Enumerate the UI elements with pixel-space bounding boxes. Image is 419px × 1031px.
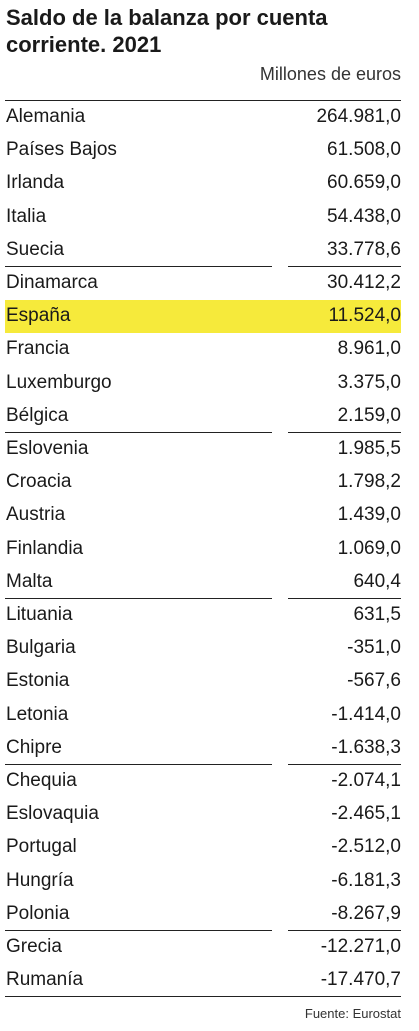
country-name: Alemania (6, 106, 86, 128)
country-name: Dinamarca (6, 272, 98, 294)
country-name: Croacia (6, 471, 72, 493)
table-row: Bulgaria -351,0 (5, 632, 401, 665)
table-row: Irlanda 60.659,0 (5, 167, 401, 200)
balance-value: -1.638,3 (331, 736, 401, 758)
source: Fuente: Eurostat (304, 1006, 401, 1021)
rule (5, 996, 401, 998)
balance-value: 1.069,0 (337, 537, 401, 559)
country-name: Bulgaria (6, 637, 76, 659)
balance-value: 631,5 (353, 604, 401, 626)
table-row: Polonia -8.267,9 (5, 897, 401, 930)
table-row: Alemania 264.981,0 (5, 101, 401, 134)
table-row: Eslovenia 1.985,5 (5, 433, 401, 466)
table-row: Francia 8.961,0 (5, 333, 401, 366)
balance-value: 8.961,0 (337, 338, 401, 360)
balance-value: 61.508,0 (327, 139, 401, 161)
balance-value: -17.470,7 (320, 969, 401, 991)
rule (288, 764, 401, 765)
balance-value: 2.159,0 (337, 404, 401, 426)
table-row: Hungría -6.181,3 (5, 864, 401, 897)
table-row: Eslovaquia -2.465,1 (5, 798, 401, 831)
balance-value: -12.271,0 (320, 936, 401, 958)
balance-value: -2.074,1 (331, 770, 401, 792)
rule (288, 432, 401, 433)
table-row: Bélgica 2.159,0 (5, 399, 401, 432)
balance-value: -351,0 (347, 637, 401, 659)
table-row: Letonia -1.414,0 (5, 698, 401, 731)
balance-value: 33.778,6 (327, 238, 401, 260)
balance-value: 3.375,0 (337, 371, 401, 393)
table-row: Grecia -12.271,0 (5, 931, 401, 964)
country-name: Lituania (6, 604, 73, 626)
balance-value: -2.465,1 (331, 803, 401, 825)
table-row: Italia 54.438,0 (5, 200, 401, 233)
balance-value: 264.981,0 (316, 106, 401, 128)
country-name: Austria (6, 504, 66, 526)
table-row: Rumanía -17.470,7 (5, 964, 401, 997)
table-row: Finlandia 1.069,0 (5, 532, 401, 565)
table-row: Suecia 33.778,6 (5, 233, 401, 266)
rule (5, 266, 272, 267)
rule (5, 930, 272, 931)
table-row: España 11.524,0 (5, 299, 401, 333)
country-name: Luxemburgo (6, 371, 112, 393)
country-name: Portugal (6, 836, 77, 858)
title: Saldo de la balanza por cuenta corriente… (6, 5, 328, 57)
table-row: Chequia -2.074,1 (5, 765, 401, 798)
country-name: Suecia (6, 238, 65, 260)
rule (288, 266, 401, 267)
country-name: Letonia (6, 703, 69, 725)
table-row: Lituania 631,5 (5, 599, 401, 632)
rule (288, 598, 401, 599)
country-name: Francia (6, 338, 70, 360)
table-row: Luxemburgo 3.375,0 (5, 366, 401, 399)
rule (5, 764, 272, 765)
table-row: Austria 1.439,0 (5, 499, 401, 532)
country-name: Finlandia (6, 537, 84, 559)
rule (288, 930, 401, 931)
country-name: Polonia (6, 902, 70, 924)
balance-value: 60.659,0 (327, 172, 401, 194)
country-name: Grecia (6, 936, 62, 958)
balance-value: 1.439,0 (337, 504, 401, 526)
balance-value: 54.438,0 (327, 205, 401, 227)
country-name: Chequia (6, 770, 77, 792)
country-name: Italia (6, 205, 47, 227)
table-row: Países Bajos 61.508,0 (5, 134, 401, 167)
country-name: Bélgica (6, 404, 69, 426)
country-name: Eslovaquia (6, 803, 99, 825)
balance-value: 1.798,2 (337, 471, 401, 493)
country-name: Eslovenia (6, 438, 89, 460)
country-name: Hungría (6, 869, 74, 891)
country-name: Estonia (6, 670, 70, 692)
balance-value: -1.414,0 (331, 703, 401, 725)
balance-value: 30.412,2 (327, 272, 401, 294)
table-row: Dinamarca 30.412,2 (5, 267, 401, 300)
balance-value: -2.512,0 (331, 836, 401, 858)
table-row: Croacia 1.798,2 (5, 466, 401, 499)
country-name: Países Bajos (6, 139, 117, 161)
country-name: Malta (6, 570, 53, 592)
balance-value: -8.267,9 (331, 902, 401, 924)
table-row: Estonia -567,6 (5, 665, 401, 698)
balance-value: -6.181,3 (331, 869, 401, 891)
country-name: Chipre (6, 736, 62, 758)
balance-value: -567,6 (347, 670, 401, 692)
country-name: Irlanda (6, 172, 65, 194)
rule (5, 99, 401, 101)
balance-value: 640,4 (353, 570, 401, 592)
country-name: Rumanía (6, 969, 84, 991)
country-name: España (6, 305, 71, 327)
table-row: Malta 640,4 (5, 565, 401, 598)
unit-label: Millones de euros (259, 64, 401, 84)
rule (5, 432, 272, 433)
table-row: Portugal -2.512,0 (5, 831, 401, 864)
balance-value: 11.524,0 (328, 305, 401, 327)
table-row: Chipre -1.638,3 (5, 731, 401, 764)
balance-value: 1.985,5 (337, 438, 401, 460)
rule (5, 598, 272, 599)
